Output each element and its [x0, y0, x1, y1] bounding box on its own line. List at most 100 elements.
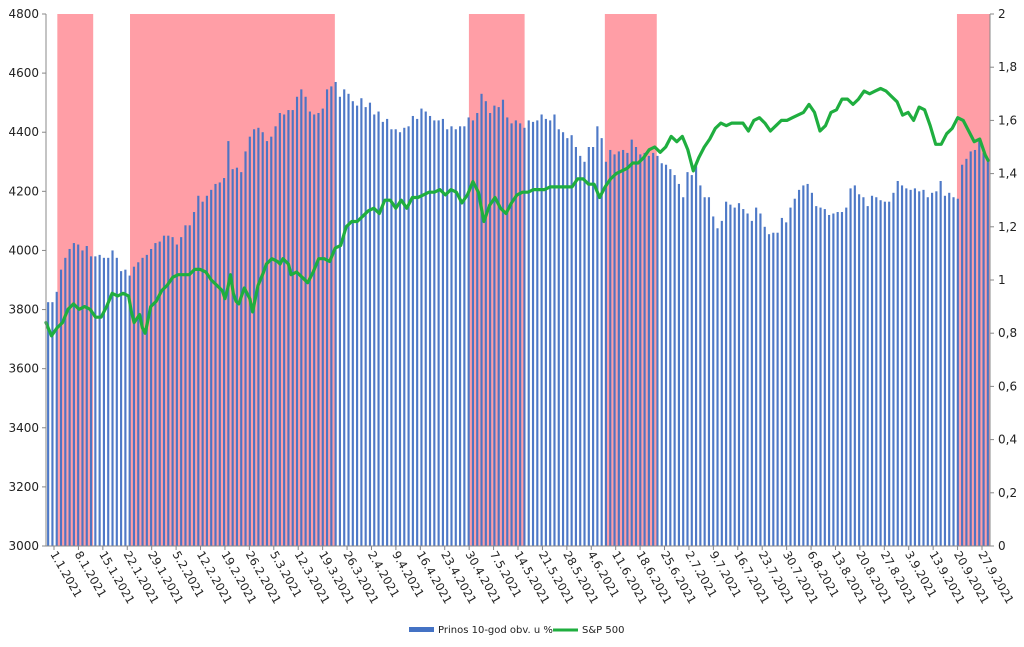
bar: [476, 113, 479, 546]
bar: [815, 206, 818, 547]
bar: [531, 121, 535, 546]
bar: [295, 96, 299, 546]
bar: [407, 126, 410, 546]
bar: [725, 201, 728, 546]
bar: [570, 135, 573, 546]
bar: [210, 189, 213, 547]
x-axis-ticks: 1.1.20218.1.202115.1.202122.1.202129.1.2…: [47, 546, 1017, 606]
bar: [695, 166, 698, 546]
bar: [338, 96, 341, 546]
legend-bar-label: Prinos 10-god obv. u %: [438, 625, 553, 636]
bar: [313, 114, 316, 547]
bar: [72, 243, 75, 546]
bar: [712, 216, 715, 546]
left-y-axis-ticks: 3000 3200 3400 3600 3800 4000 4200 4400 4600 4800: [8, 7, 46, 553]
bar: [596, 126, 599, 546]
bar: [433, 120, 436, 547]
right-tick-label: 1,8: [998, 60, 1017, 74]
right-tick-label: 0,4: [998, 433, 1017, 447]
bar: [403, 127, 406, 546]
bar: [922, 189, 925, 547]
bar: [961, 164, 964, 547]
right-tick-label: 0,6: [998, 379, 1017, 393]
bar: [853, 185, 856, 547]
bar: [669, 169, 672, 547]
bar: [892, 192, 895, 546]
bar: [356, 105, 359, 547]
left-tick-label: 4400: [8, 125, 39, 139]
bar: [600, 138, 603, 546]
bar: [150, 248, 153, 546]
bar: [291, 110, 294, 546]
left-tick-label: 3800: [8, 303, 39, 317]
bar: [102, 257, 105, 546]
sp500-line: [44, 86, 990, 338]
bar: [540, 114, 543, 547]
bar: [218, 182, 221, 546]
bar: [823, 209, 826, 546]
bar: [437, 120, 440, 547]
bar: [750, 220, 753, 546]
right-tick-label: 0: [998, 539, 1006, 553]
bar: [59, 269, 63, 546]
bar: [819, 207, 822, 546]
right-y-axis-ticks: 0 0,2 0,4 0,6 0,8 1 1,2 1,4 1,6 1,8 2: [990, 7, 1017, 553]
bar: [107, 257, 110, 546]
bar: [55, 291, 58, 546]
bar: [386, 118, 389, 547]
bar: [420, 108, 423, 546]
bar: [373, 114, 376, 547]
bar: [789, 207, 792, 546]
legend-line-label: S&P 500: [582, 625, 624, 636]
bar: [501, 99, 505, 547]
bar: [368, 102, 372, 547]
bar: [630, 139, 633, 547]
bar: [64, 257, 67, 546]
bar: [416, 118, 419, 547]
bar: [810, 192, 813, 546]
left-tick-label: 3400: [8, 421, 39, 435]
bar: [720, 220, 723, 546]
bar: [347, 93, 350, 547]
bar: [111, 250, 114, 546]
bar: [364, 107, 367, 546]
left-tick-label: 4000: [8, 243, 39, 257]
bar: [544, 118, 547, 547]
right-tick-label: 1: [998, 273, 1006, 287]
bar: [514, 120, 517, 547]
bar: [398, 132, 402, 546]
bar: [879, 200, 882, 546]
bar: [759, 213, 762, 546]
bar: [450, 126, 453, 546]
bar: [828, 214, 831, 547]
bar: [613, 154, 616, 546]
bar: [497, 107, 500, 546]
bar: [956, 198, 959, 546]
bar: [673, 175, 676, 546]
bar: [982, 152, 985, 546]
bar: [308, 111, 311, 546]
right-tick-label: 1,4: [998, 167, 1017, 181]
bar: [622, 149, 625, 546]
bar: [767, 234, 771, 546]
bar: [175, 244, 178, 546]
bar: [609, 149, 612, 546]
bar: [664, 164, 668, 547]
bar: [441, 118, 444, 547]
bar: [883, 201, 886, 546]
bar: [772, 232, 775, 546]
bar: [446, 129, 449, 546]
bar: [137, 262, 140, 546]
bar: [862, 197, 865, 547]
right-tick-label: 0,2: [998, 486, 1017, 500]
bar: [935, 191, 938, 546]
bar: [428, 115, 432, 546]
bar: [197, 195, 200, 546]
bar: [802, 185, 805, 547]
bar: [205, 195, 208, 546]
bar: [377, 111, 380, 546]
bar: [604, 161, 608, 546]
legend: Prinos 10-god obv. u % S&P 500: [409, 625, 624, 636]
left-tick-label: 4800: [8, 7, 39, 21]
bar: [905, 188, 908, 546]
